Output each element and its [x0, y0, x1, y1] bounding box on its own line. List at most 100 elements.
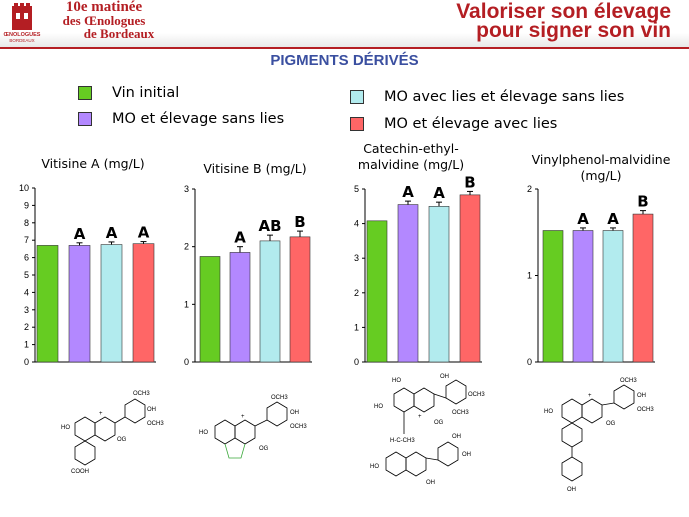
y-tick-label: 8 [24, 218, 29, 228]
legend-item-vin-initial: Vin initial [78, 85, 179, 101]
structure-vitisine-b: OCH3 OH OCH3 HO + OG [199, 395, 307, 459]
struct-label: OCH3 [637, 407, 654, 413]
struct-label: + [418, 414, 422, 420]
struct-label: H-C-CH3 [390, 438, 415, 444]
significance-label: B [464, 173, 475, 191]
y-tick-label: 1 [527, 271, 532, 281]
slide-banner: Valoriser son élevage pour signer son vi… [456, 0, 671, 42]
event-title: 10e matinée des Œnologues de Bordeaux [44, 0, 164, 41]
struct-label: HO [370, 464, 379, 470]
structure-catechin-ethyl-malvidine: HO OH HO + OCH3 OCH3 OG H-C-CH3 OH OH HO… [370, 374, 485, 486]
legend-label: MO et élevage sans lies [112, 111, 285, 127]
struct-label: OG [434, 420, 444, 426]
y-tick-label: 0 [24, 357, 29, 367]
struct-label: COOH [71, 469, 89, 475]
bar [229, 252, 251, 363]
significance-label: B [637, 193, 648, 211]
event-title-line3: de Bordeaux [83, 26, 155, 41]
chart-title-vitisine-b: Vitisine B (mg/L) [203, 161, 307, 176]
significance-label: A [74, 225, 86, 243]
y-tick-label: 1 [184, 299, 189, 309]
chart-title-catechin: Catechin-ethyl-malvidine (mg/L) [357, 141, 465, 172]
significance-label: A [138, 224, 150, 242]
struct-label: OCH3 [271, 395, 288, 401]
y-tick-label: 5 [24, 270, 29, 280]
y-tick-label: 0 [184, 357, 189, 367]
legend-label: MO avec lies et élevage sans lies [384, 89, 625, 105]
y-tick-label: 0 [354, 357, 359, 367]
struct-label: OH [567, 487, 576, 493]
bar [36, 245, 59, 363]
legend-label: MO et élevage avec lies [384, 116, 558, 132]
bar [602, 230, 624, 363]
y-tick-label: 6 [24, 253, 29, 263]
significance-label: A [607, 210, 619, 228]
section-title: PIGMENTS DÉRIVÉS [270, 52, 419, 69]
struct-label: HO [392, 378, 401, 384]
struct-label: OCH3 [468, 392, 485, 398]
y-tick-label: 2 [184, 242, 189, 252]
struct-label: OH [440, 374, 449, 380]
y-tick-label: 3 [354, 253, 359, 263]
struct-label: HO [61, 425, 70, 431]
y-tick-label: 10 [19, 183, 29, 193]
logo-subtext: BORDEAUX [9, 38, 34, 43]
y-tick-label: 2 [24, 322, 29, 332]
struct-label: OCH3 [620, 378, 637, 384]
bar [632, 213, 654, 363]
y-tick-label: 5 [354, 184, 359, 194]
struct-label: HO [199, 430, 208, 436]
significance-label: A [402, 183, 414, 201]
oenologues-logo: ŒNOLOGUES BORDEAUX [4, 3, 41, 43]
structure-vitisine-a: OCH3 HO + OG OCH3 OH COOH [61, 391, 164, 475]
struct-label: OH [426, 480, 435, 486]
bar [199, 256, 221, 363]
struct-label: OG [117, 437, 127, 443]
legend-swatch [78, 112, 92, 126]
legend-item-avec-lies: MO et élevage avec lies [350, 116, 557, 132]
significance-label: A [433, 184, 445, 202]
bar [68, 245, 91, 363]
banner-line2: pour signer son vin [476, 19, 671, 42]
bar [132, 243, 155, 363]
struct-label: + [241, 414, 245, 420]
significance-label: B [294, 213, 305, 231]
bar [100, 244, 123, 363]
y-tick-label: 2 [354, 288, 359, 298]
logo-text: ŒNOLOGUES [4, 32, 41, 38]
header-bar: ŒNOLOGUES BORDEAUX 10e matinée des Œnolo… [0, 0, 689, 49]
bar [542, 230, 564, 363]
struct-label: HO [374, 404, 383, 410]
bar [289, 236, 311, 363]
y-tick-label: 9 [24, 200, 29, 210]
struct-label: OG [606, 421, 616, 427]
chart-title-vitisine-a: Vitisine A (mg/L) [41, 156, 145, 171]
y-tick-label: 2 [527, 184, 532, 194]
struct-label: OCH3 [290, 424, 307, 430]
y-tick-label: 1 [24, 340, 29, 350]
bar [572, 230, 594, 363]
struct-label: + [588, 393, 592, 399]
bar [428, 206, 450, 363]
struct-label: OH [290, 410, 299, 416]
banner-line1: Valoriser son élevage [456, 0, 671, 23]
bar [366, 220, 388, 363]
struct-label: OH [637, 393, 646, 399]
bar [397, 204, 419, 363]
significance-label: A [106, 224, 118, 242]
legend-item-mo-avec-lies: MO avec lies et élevage sans lies [350, 89, 624, 105]
event-title-line1: 10e matinée [65, 0, 143, 15]
significance-label: AB [258, 217, 281, 235]
y-tick-label: 1 [354, 322, 359, 332]
struct-label: HO [544, 409, 553, 415]
chart-title-vinylphenol: Vinylphenol-malvidine (mg/L) [531, 152, 671, 183]
bar [259, 240, 281, 363]
legend-swatch [350, 90, 364, 104]
struct-label: OH [452, 434, 461, 440]
legend-label: Vin initial [112, 85, 180, 101]
y-tick-label: 4 [24, 287, 29, 297]
y-tick-label: 4 [354, 219, 359, 229]
bar [459, 194, 481, 363]
y-tick-label: 3 [24, 305, 29, 315]
